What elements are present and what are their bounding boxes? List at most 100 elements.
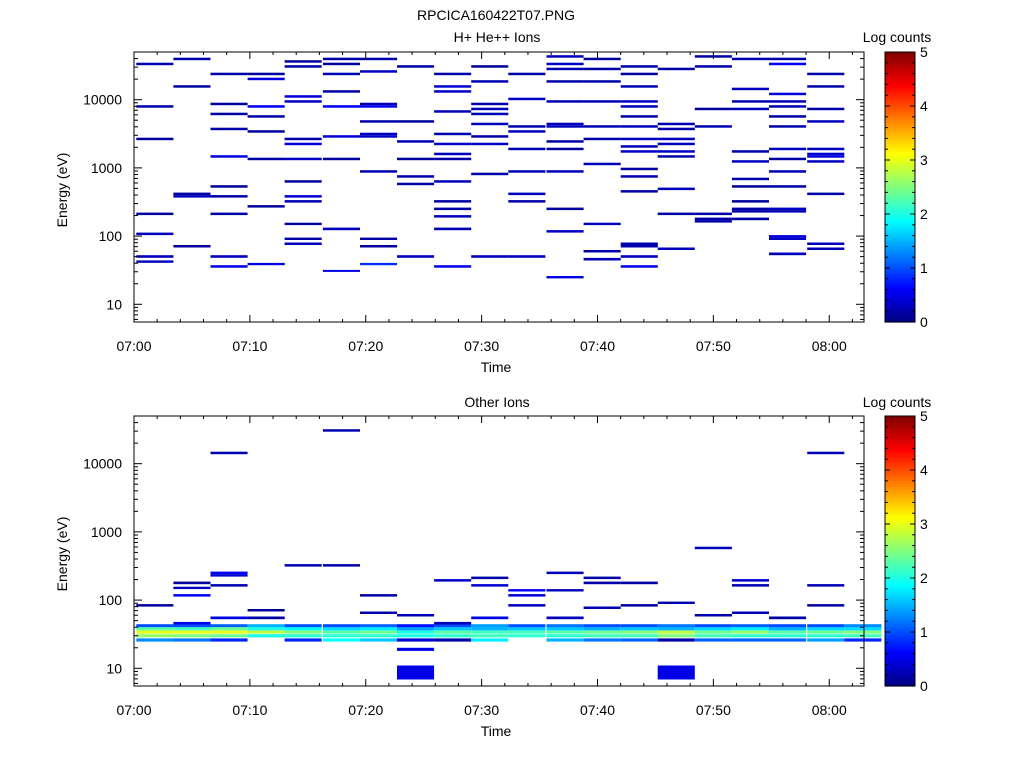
heatmap-cell — [546, 67, 584, 71]
colorbar-segment — [885, 675, 915, 679]
heatmap-cell — [397, 182, 435, 186]
colorbar-segment — [885, 319, 915, 323]
colorbar-segment — [885, 127, 915, 131]
colorbar-segment — [885, 437, 915, 441]
band-cell — [583, 624, 621, 628]
heatmap-cell — [434, 85, 472, 88]
band-cell — [247, 624, 285, 628]
band-cell — [173, 630, 211, 634]
colorbar-segment — [885, 111, 915, 115]
colorbar-segment — [885, 548, 915, 552]
colorbar-segment — [885, 618, 915, 622]
colorbar-segment — [885, 497, 915, 501]
colorbar-segment — [885, 426, 915, 431]
heatmap-cell — [769, 237, 807, 240]
colorbar-segment — [885, 488, 915, 493]
band-cell — [731, 630, 769, 634]
band-cell — [471, 630, 509, 634]
heatmap-cell — [322, 72, 360, 76]
colorbar-segment — [885, 87, 915, 91]
band-cell — [546, 627, 584, 631]
colorbar-segment — [885, 424, 915, 428]
colorbar-segment — [885, 599, 915, 603]
band-cell — [322, 634, 360, 638]
colorbar-segment — [885, 537, 915, 541]
heatmap-cell — [136, 232, 174, 236]
colorbar-segment — [885, 84, 915, 88]
heatmap-cell — [731, 150, 769, 153]
colorbar-tick-label: 0 — [920, 314, 928, 330]
x-axis-label: Time — [481, 723, 512, 739]
band-cell — [807, 630, 845, 634]
x-tick-label: 07:50 — [696, 702, 731, 718]
colorbar-segment — [885, 100, 915, 104]
colorbar-segment — [885, 284, 915, 288]
heatmap-cell — [620, 65, 658, 68]
x-tick-label: 07:40 — [580, 338, 615, 354]
heatmap-cell — [657, 137, 695, 141]
colorbar-tick-label: 3 — [920, 516, 928, 532]
heatmap-cell — [360, 70, 398, 73]
heatmap-cell — [657, 150, 695, 153]
heatmap-cell — [471, 616, 509, 620]
heatmap-cell — [583, 250, 621, 253]
band-cell — [284, 627, 322, 631]
band-cell — [620, 634, 658, 638]
band-cell — [844, 624, 882, 628]
colorbar-segment — [885, 672, 915, 676]
heatmap-cell — [360, 170, 398, 173]
heatmap-cell — [284, 180, 322, 183]
band-cell — [583, 638, 621, 642]
colorbar-segment — [885, 243, 915, 247]
colorbar-segment — [885, 157, 915, 161]
axes: 07:00 07:10 07:20 07:30 07:40 07:50 08:00 10 100… — [83, 51, 865, 354]
heatmap-cell — [657, 127, 695, 131]
heatmap-cell — [360, 105, 398, 108]
heatmap-cell — [173, 195, 211, 198]
colorbar-segment — [885, 149, 915, 153]
colorbar-segment — [885, 197, 915, 202]
y-tick-label: 10000 — [83, 456, 122, 472]
colorbar-segment — [885, 626, 915, 630]
heatmap-cell — [471, 122, 509, 126]
heatmap-cell — [769, 57, 807, 61]
y-tick-label: 10000 — [83, 92, 122, 108]
y-tick-label: 10 — [106, 296, 122, 312]
heatmap-cell — [322, 157, 360, 161]
heatmap-cell — [173, 85, 211, 88]
band-cell — [508, 627, 546, 631]
band-cell — [173, 638, 211, 642]
band-cell — [657, 634, 695, 638]
band-cell — [620, 624, 658, 628]
colorbar-segment — [885, 594, 915, 598]
heatmap-cell — [769, 185, 807, 188]
x-tick-label: 07:20 — [348, 702, 383, 718]
band-cell — [731, 624, 769, 628]
colorbar-segment — [885, 170, 915, 175]
colorbar-tick-label: 2 — [920, 570, 928, 586]
colorbar-segment — [885, 281, 915, 285]
colorbar-segment — [885, 429, 915, 433]
heatmap-cell — [620, 115, 658, 118]
colorbar-segment — [885, 222, 915, 226]
colorbar-segment — [885, 205, 915, 210]
colorbar-segment — [885, 92, 915, 96]
band-cell — [284, 634, 322, 638]
colorbar-tick-label: 3 — [920, 152, 928, 168]
heatmap-cell — [210, 616, 248, 620]
heatmap-cells — [136, 429, 882, 680]
figure-title: RPCICA160422T07.PNG — [417, 7, 575, 23]
colorbar-frame — [884, 415, 916, 687]
colorbar-segment — [885, 238, 915, 242]
heatmap-cell — [694, 614, 732, 617]
band-cell — [546, 634, 584, 638]
colorbar-segment — [885, 270, 915, 274]
colorbar-segment — [885, 499, 915, 503]
colorbar: 0 1 2 3 4 5 — [884, 44, 928, 330]
heatmap-cell — [731, 160, 769, 163]
colorbar-segment — [885, 208, 915, 212]
heatmap-cell — [620, 145, 658, 148]
heatmap-cell — [210, 195, 248, 198]
colorbar-segment — [885, 230, 915, 234]
x-axis-label: Time — [481, 359, 512, 375]
